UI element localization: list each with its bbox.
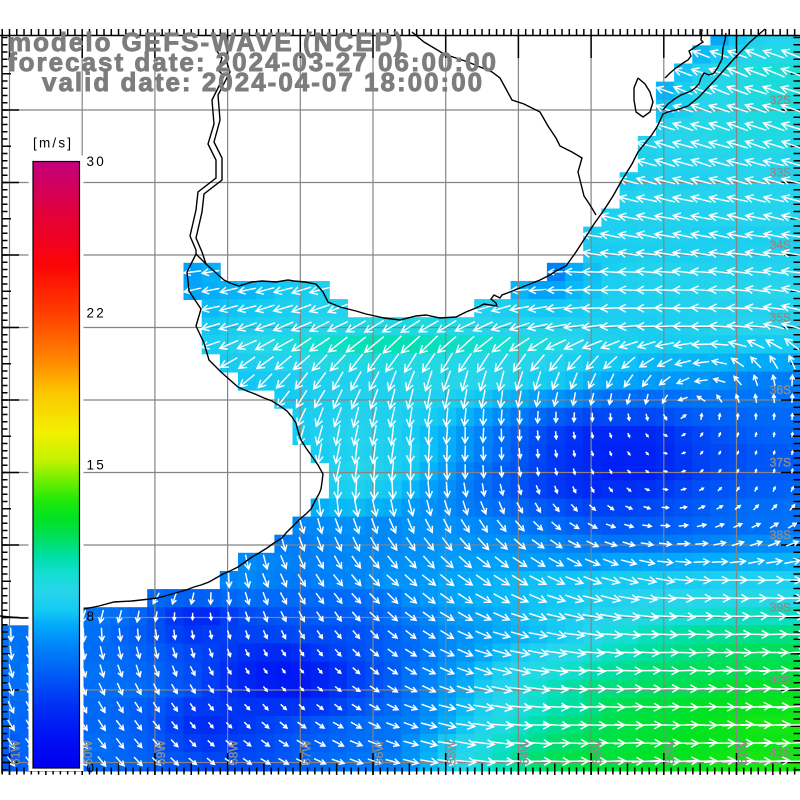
svg-text:54W: 54W — [517, 740, 531, 765]
svg-text:52W: 52W — [663, 740, 677, 765]
svg-text:39S: 39S — [770, 601, 791, 615]
svg-text:forecast date: 2024-03-27 06:0: forecast date: 2024-03-27 06:00:00 — [8, 47, 498, 77]
svg-text:valid date: 2024-04-07 18:00:0: valid date: 2024-04-07 18:00:00 — [42, 67, 484, 97]
svg-text:56W: 56W — [372, 740, 386, 765]
svg-text:53W: 53W — [590, 740, 604, 765]
svg-text:55W: 55W — [445, 740, 459, 765]
svg-text:57W: 57W — [299, 740, 313, 765]
svg-text:36S: 36S — [770, 383, 791, 397]
svg-text:34S: 34S — [770, 238, 791, 252]
svg-text:15: 15 — [87, 458, 106, 473]
svg-text:58W: 58W — [227, 740, 241, 765]
svg-text:51W: 51W — [736, 740, 750, 765]
svg-text:41S: 41S — [770, 746, 791, 760]
svg-text:61W: 61W — [9, 740, 23, 765]
svg-text:59W: 59W — [154, 740, 168, 765]
svg-text:[m/s]: [m/s] — [33, 136, 73, 151]
svg-text:0: 0 — [87, 761, 97, 776]
svg-text:22: 22 — [87, 306, 106, 321]
svg-text:32S: 32S — [770, 93, 791, 107]
svg-text:33S: 33S — [770, 166, 791, 180]
svg-text:40S: 40S — [770, 673, 791, 687]
svg-text:modelo GEFS-WAVE (NCEP): modelo GEFS-WAVE (NCEP) — [8, 27, 405, 57]
svg-text:30: 30 — [87, 154, 106, 169]
svg-text:8: 8 — [87, 609, 97, 624]
svg-text:35S: 35S — [770, 311, 791, 325]
svg-text:37S: 37S — [770, 456, 791, 470]
svg-text:38S: 38S — [770, 528, 791, 542]
svg-text:60W: 60W — [81, 740, 95, 765]
